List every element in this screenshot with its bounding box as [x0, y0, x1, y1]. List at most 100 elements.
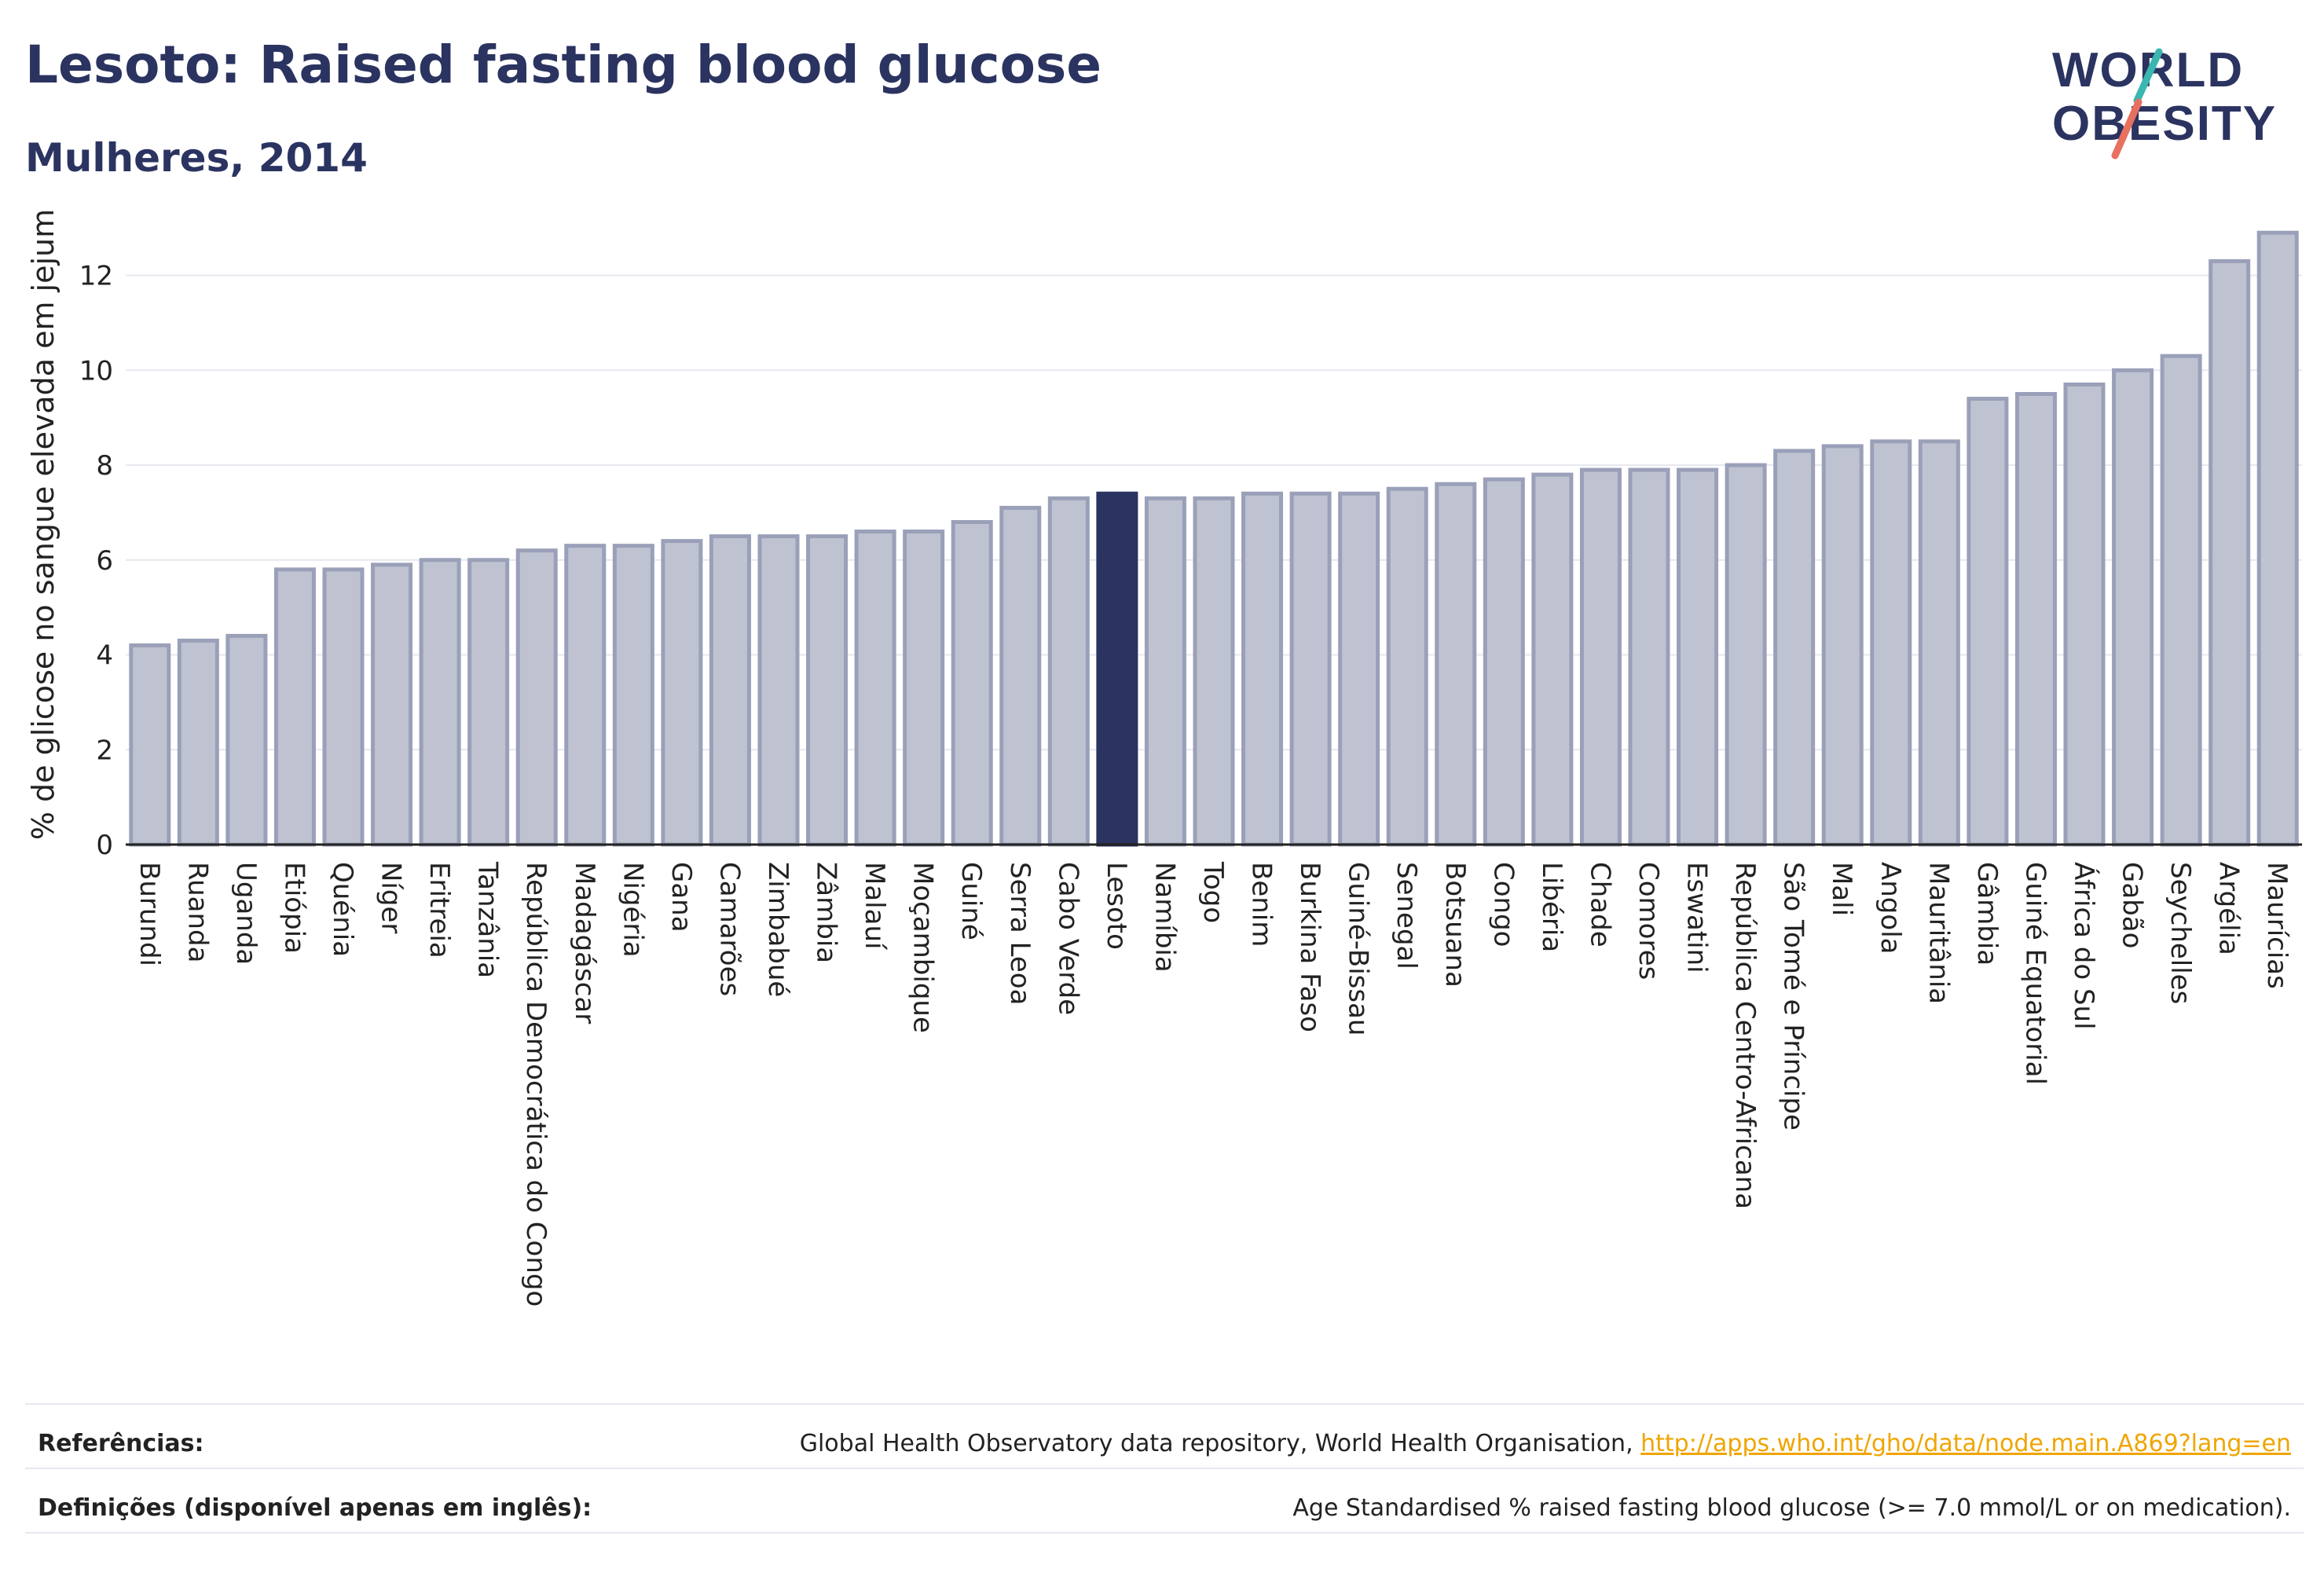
bar	[467, 558, 510, 847]
x-tick-label: Guiné Equatorial	[2019, 862, 2051, 1085]
bar	[225, 633, 268, 847]
bar	[1144, 496, 1186, 847]
bar	[757, 534, 800, 847]
x-tick-label: Gâmbia	[1971, 862, 2003, 966]
logo-slash-coral	[2111, 98, 2143, 159]
bar-chart: 0 2 4 6 8 10 12 % de glicose no sangue elevada …	[26, 209, 2302, 1307]
x-tick-label: Burundi	[134, 862, 165, 966]
references-label: Referências:	[38, 1430, 204, 1457]
x-tick-label: Eritreia	[423, 862, 455, 958]
bar	[2063, 382, 2106, 847]
x-tick-label: Cabo Verde	[1052, 862, 1083, 1015]
references-link[interactable]: http://apps.who.int/gho/data/node.main.A…	[1640, 1430, 2291, 1457]
bar	[1193, 496, 1235, 847]
bar	[322, 567, 365, 847]
x-tick-label: Botsuana	[1439, 862, 1471, 988]
x-tick-label: Mali	[1826, 862, 1857, 916]
y-tick-label: 4	[96, 640, 113, 672]
x-tick-label: Tanzânia	[472, 861, 504, 978]
bar	[854, 530, 896, 847]
x-tick-label: Guiné	[955, 862, 987, 940]
bar	[371, 563, 413, 847]
bar	[1435, 482, 1477, 847]
x-tick-label: Senegal	[1391, 862, 1422, 969]
y-tick-label: 6	[96, 545, 113, 577]
logo-slash-teal	[2133, 48, 2163, 104]
x-tick-label: Ruanda	[181, 862, 213, 962]
bar	[1870, 439, 1912, 847]
x-tick-label: Comores	[1633, 862, 1664, 980]
bar	[1967, 397, 2009, 847]
x-tick-label: República Democrática do Congo	[520, 862, 552, 1307]
x-tick-label: Quénia	[327, 862, 358, 957]
x-tick-label: Zâmbia	[811, 862, 842, 963]
x-tick-label: Seychelles	[2165, 862, 2196, 1004]
bar	[806, 534, 849, 847]
bar	[1725, 463, 1767, 847]
bar	[564, 544, 607, 847]
y-tick-label: 8	[96, 450, 113, 482]
x-tick-label: Benim	[1246, 862, 1277, 947]
bar	[1677, 467, 1719, 847]
y-axis-label: % de glicose no sangue elevada em jejum	[26, 209, 60, 840]
footer-divider-bottom	[25, 1532, 2304, 1534]
x-tick-label: Argélia	[2213, 862, 2245, 955]
bar	[419, 558, 461, 847]
x-tick-label: Moçambique	[907, 862, 939, 1033]
world-obesity-logo: WORLD OBESITY	[2052, 43, 2277, 159]
bar	[709, 534, 751, 847]
x-tick-label: República Centro-Africana	[1729, 862, 1761, 1209]
bar	[1096, 491, 1138, 847]
x-tick-label: Eswatini	[1681, 862, 1713, 973]
bar	[999, 505, 1042, 847]
references-row: Referências: Global Health Observatory d…	[25, 1413, 2304, 1474]
bar	[2256, 230, 2299, 847]
x-tick-label: Zimbabué	[762, 862, 794, 997]
bar	[1918, 439, 1960, 847]
bar	[1821, 444, 1864, 847]
footer-divider-top	[25, 1403, 2304, 1405]
x-tick-label: Gabão	[2117, 862, 2148, 948]
logo-line2: OBESITY	[2052, 97, 2277, 151]
references-text: Global Health Observatory data repositor…	[799, 1430, 1641, 1457]
page-title: Lesoto: Raised fasting blood glucose	[25, 35, 1102, 95]
y-tick-label: 10	[79, 355, 113, 387]
bar	[2014, 391, 2057, 847]
page-subtitle: Mulheres, 2014	[25, 135, 368, 181]
bar	[661, 539, 703, 847]
bar	[1338, 491, 1380, 847]
bar	[2112, 368, 2154, 847]
x-tick-label: Congo	[1487, 862, 1519, 947]
x-tick-label: África do Sul	[2068, 862, 2100, 1030]
footer-divider-middle	[25, 1468, 2304, 1469]
bar	[515, 548, 558, 847]
x-tick-label: Madagáscar	[569, 862, 600, 1024]
x-tick-label: Namíbia	[1149, 862, 1180, 973]
bar	[612, 544, 654, 847]
x-tick-label: Togo	[1197, 861, 1229, 923]
x-tick-label: Lesoto	[1101, 862, 1132, 950]
y-tick-label: 2	[96, 735, 113, 766]
x-tick-label: Mauritânia	[1923, 862, 1954, 1004]
x-tick-label: Gana	[665, 862, 697, 933]
definitions-text: Age Standardised % raised fasting blood …	[1292, 1494, 2291, 1522]
x-tick-label: Nigéria	[617, 862, 648, 958]
bar	[2160, 354, 2202, 847]
x-tick-label: São Tomé e Príncipe	[1778, 862, 1809, 1131]
bar	[1386, 486, 1428, 847]
x-tick-label: Maurícias	[2261, 862, 2293, 989]
bar	[273, 567, 316, 847]
x-tick-label: Camarões	[713, 862, 745, 996]
bar	[1047, 496, 1090, 847]
bar	[1241, 491, 1284, 847]
x-tick-label: Uganda	[230, 862, 262, 965]
bar	[1483, 477, 1525, 847]
definitions-label: Definições (disponível apenas em inglês)…	[38, 1494, 592, 1522]
x-tick-label: Níger	[376, 862, 407, 933]
x-tick-label: Libéria	[1536, 862, 1567, 952]
bar	[903, 530, 945, 847]
bar	[1289, 491, 1332, 847]
bar	[177, 638, 219, 847]
definitions-row: Definições (disponível apenas em inglês)…	[25, 1477, 2304, 1538]
x-tick-label: Malauí	[859, 862, 890, 951]
